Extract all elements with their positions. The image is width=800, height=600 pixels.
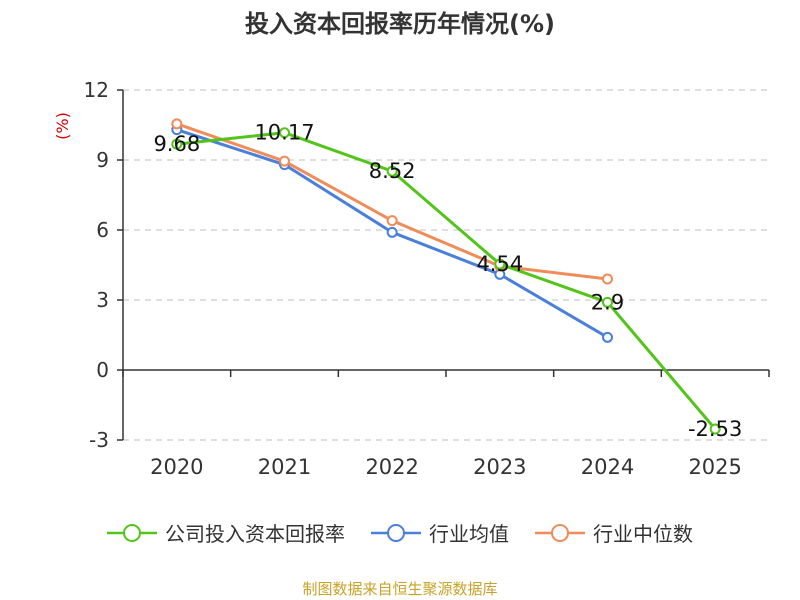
legend-swatch-icon [107,523,157,542]
grid-lines [123,89,769,441]
series-line [176,122,608,281]
legend-label: 公司投入资本回报率 [165,522,345,546]
data-point [279,127,290,139]
source-note: 制图数据来自恒生聚源数据库 [302,580,498,598]
data-labels: 9.68 10.17 8.52 4.54 2.9 -2.53 [153,121,742,441]
x-tick-label: 2023 [473,455,526,479]
data-point [602,296,613,308]
data-point [709,423,721,435]
data-point [386,165,398,177]
legend-swatch-icon [371,523,421,542]
y-tick-label: 9 [96,148,109,172]
legend-label: 行业中位数 [593,522,693,546]
data-point [602,331,613,343]
data-label: 9.68 [153,132,200,156]
y-axis-label: (%) [53,112,72,140]
legend: 公司投入资本回报率 行业均值 行业中位数 [0,518,800,547]
axes: -3 0 3 6 9 12 2020 2021 2022 2023 2024 2025 [84,78,770,479]
y-tick-label: -3 [89,428,109,452]
data-point [494,258,506,270]
x-tick-label: 2025 [688,455,741,479]
data-label: 8.52 [369,159,416,183]
series-lines [171,118,721,435]
legend-item[interactable]: 公司投入资本回报率 [107,518,345,547]
legend-item[interactable]: 行业均值 [371,518,509,547]
x-tick-label: 2020 [150,455,203,479]
data-label: 2.9 [591,290,624,314]
data-point [386,226,398,238]
legend-swatch-icon [535,523,585,542]
y-tick-label: 3 [96,288,109,312]
x-tick-label: 2024 [581,455,634,479]
chart-title: 投入资本回报率历年情况(%) [245,10,555,38]
line-chart: -3 0 3 6 9 12 2020 2021 2022 2023 2024 2025 9.68 10.… [53,78,770,479]
data-label: -2.53 [688,417,742,441]
x-tick-label: 2021 [258,455,311,479]
legend-item[interactable]: 行业中位数 [535,518,693,547]
data-label: 10.17 [254,121,314,145]
x-tick-label: 2022 [365,455,418,479]
series-line [176,131,717,431]
data-point [171,138,183,150]
data-label: 4.54 [476,252,523,276]
data-point [171,118,183,130]
data-point [279,155,290,167]
y-tick-label: 0 [96,358,109,382]
y-tick-label: 12 [84,78,109,102]
data-point [386,215,398,227]
legend-label: 行业均值 [429,522,509,546]
data-point [602,273,613,285]
y-tick-label: 6 [96,218,109,242]
